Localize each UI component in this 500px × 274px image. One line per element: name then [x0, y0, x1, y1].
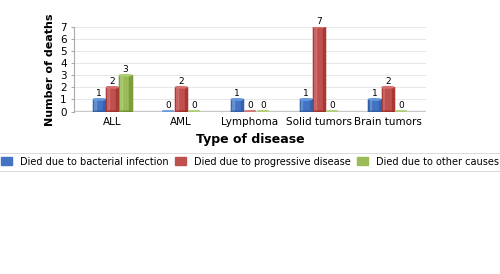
Polygon shape	[74, 112, 432, 113]
Bar	[94, 99, 96, 112]
Bar	[108, 87, 109, 112]
Ellipse shape	[382, 87, 394, 88]
Bar	[382, 87, 394, 112]
Text: 1: 1	[372, 89, 378, 98]
Bar	[120, 75, 122, 112]
Bar	[130, 75, 132, 112]
Ellipse shape	[120, 75, 131, 76]
Bar	[93, 99, 106, 112]
Text: 0: 0	[398, 101, 404, 110]
Bar	[300, 99, 312, 112]
Text: 0: 0	[247, 101, 253, 110]
Ellipse shape	[326, 111, 338, 112]
Legend: Died due to bacterial infection, Died due to progressive disease, Died due to ot: Died due to bacterial infection, Died du…	[0, 153, 500, 170]
Ellipse shape	[188, 111, 200, 112]
Ellipse shape	[313, 26, 324, 28]
Bar	[368, 99, 381, 112]
Bar	[93, 99, 95, 112]
Bar	[230, 99, 243, 112]
Bar	[310, 99, 312, 112]
Ellipse shape	[313, 111, 324, 112]
Bar	[378, 99, 381, 112]
Ellipse shape	[94, 99, 105, 100]
Ellipse shape	[369, 111, 380, 112]
Bar	[392, 87, 394, 112]
Text: 0: 0	[192, 101, 197, 110]
Text: 0: 0	[329, 101, 335, 110]
Text: 7: 7	[316, 17, 322, 26]
Bar	[382, 87, 384, 112]
Bar	[300, 99, 302, 112]
Bar	[119, 75, 122, 112]
Ellipse shape	[231, 99, 242, 100]
Text: 2: 2	[178, 77, 184, 86]
Bar	[312, 27, 315, 112]
Text: 1: 1	[96, 89, 102, 98]
Bar	[301, 99, 302, 112]
Ellipse shape	[300, 99, 312, 100]
X-axis label: Type of disease: Type of disease	[196, 133, 304, 145]
Bar	[370, 99, 372, 112]
Ellipse shape	[396, 111, 406, 112]
Ellipse shape	[120, 111, 131, 112]
Ellipse shape	[94, 111, 105, 112]
Bar	[175, 87, 177, 112]
Ellipse shape	[106, 111, 118, 112]
Bar	[176, 87, 178, 112]
Text: 0: 0	[260, 101, 266, 110]
Ellipse shape	[382, 111, 394, 112]
Ellipse shape	[176, 87, 187, 88]
Ellipse shape	[162, 111, 173, 112]
Bar	[106, 87, 118, 112]
Bar	[106, 87, 108, 112]
Bar	[323, 27, 325, 112]
Polygon shape	[74, 112, 432, 113]
Bar	[175, 87, 188, 112]
Text: 2: 2	[110, 77, 115, 86]
Bar	[232, 99, 234, 112]
Ellipse shape	[369, 99, 380, 100]
Bar	[119, 75, 132, 112]
Bar	[312, 27, 325, 112]
Bar	[185, 87, 188, 112]
Text: 3: 3	[122, 65, 128, 74]
Bar	[314, 27, 316, 112]
Ellipse shape	[106, 87, 118, 88]
Bar	[368, 99, 370, 112]
Text: 1: 1	[234, 89, 240, 98]
Ellipse shape	[231, 111, 242, 112]
Bar	[103, 99, 106, 112]
Bar	[383, 87, 384, 112]
Ellipse shape	[258, 111, 268, 112]
Text: 0: 0	[165, 101, 171, 110]
Text: 1: 1	[303, 89, 308, 98]
Bar	[116, 87, 118, 112]
Bar	[241, 99, 243, 112]
Y-axis label: Number of deaths: Number of deaths	[44, 13, 54, 126]
Text: 2: 2	[385, 77, 390, 86]
Ellipse shape	[300, 111, 312, 112]
Bar	[230, 99, 233, 112]
Ellipse shape	[176, 111, 187, 112]
Ellipse shape	[244, 111, 256, 112]
